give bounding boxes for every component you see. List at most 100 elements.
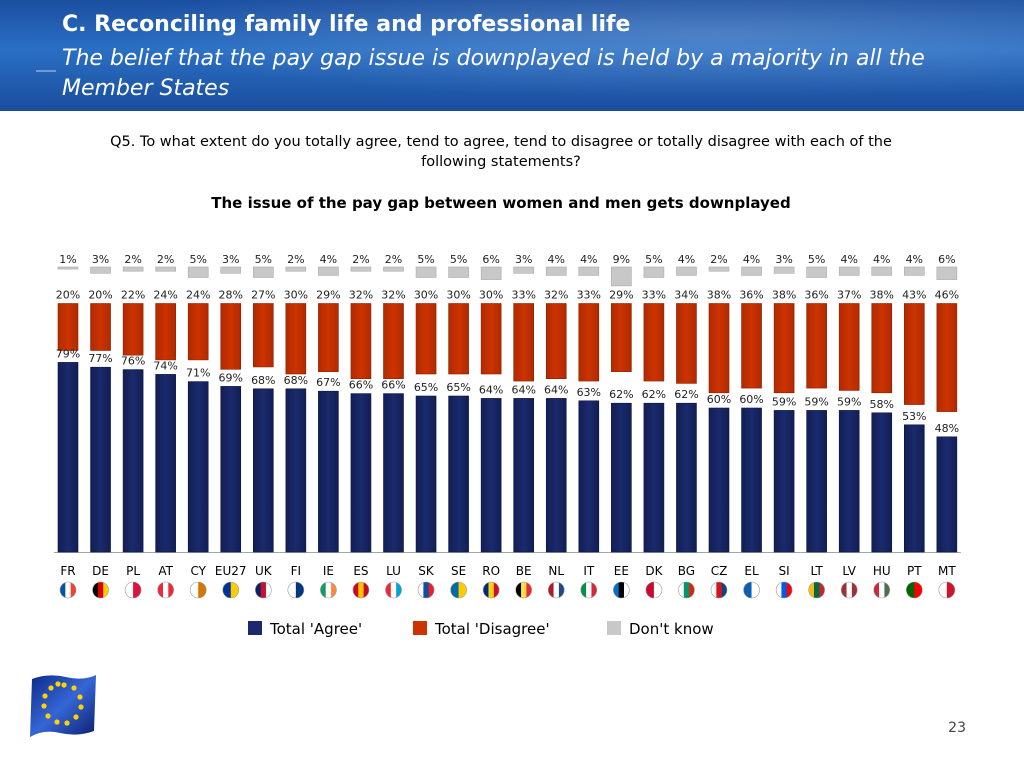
flag-belgium-icon — [515, 581, 533, 599]
label-agree-EL: 60% — [739, 393, 763, 406]
bar-dontknow-EL — [741, 266, 762, 276]
label-disagree-UK: 27% — [251, 289, 275, 302]
bar-dontknow-LT — [806, 266, 827, 278]
label-agree-EE: 62% — [609, 388, 633, 401]
label-disagree-CY: 24% — [186, 289, 210, 302]
label-disagree-EU27: 28% — [219, 289, 243, 302]
bar-disagree-EU27 — [220, 303, 242, 370]
bar-dontknow-HU — [871, 266, 893, 276]
bar-dontknow-NL — [545, 266, 567, 276]
label-disagree-LT: 36% — [804, 289, 828, 302]
label-disagree-HU: 38% — [870, 289, 894, 302]
label-disagree-IE: 29% — [316, 289, 340, 302]
bar-dontknow-CY — [187, 266, 209, 278]
category-label-EE: EE — [614, 564, 629, 578]
bar-disagree-FI — [285, 303, 307, 375]
bar-dontknow-SI — [773, 266, 795, 274]
label-agree-AT: 74% — [153, 359, 177, 372]
label-dontknow-EE: 9% — [613, 253, 630, 266]
label-agree-LU: 66% — [381, 379, 405, 392]
bar-agree-ES — [350, 393, 372, 553]
legend-label-dontknow: Don't know — [629, 620, 714, 638]
category-label-RO: RO — [482, 564, 500, 578]
bar-disagree-NL — [545, 303, 567, 379]
category-label-DK: DK — [645, 564, 663, 578]
flag-finland-icon — [287, 581, 305, 599]
bar-agree-LV — [838, 410, 860, 553]
bar-disagree-LV — [838, 303, 860, 391]
flag-portugal-icon — [905, 581, 923, 599]
label-dontknow-NL: 4% — [548, 253, 565, 266]
label-dontknow-LU: 2% — [385, 253, 402, 266]
label-disagree-DK: 33% — [642, 289, 666, 302]
label-dontknow-SK: 5% — [417, 253, 434, 266]
bar-agree-SI — [773, 410, 795, 553]
bar-agree-RO — [480, 398, 502, 553]
label-disagree-MT: 46% — [935, 289, 959, 302]
label-dontknow-FR: 1% — [59, 253, 76, 266]
flag-slovenia-icon — [775, 581, 793, 599]
label-disagree-CZ: 38% — [707, 289, 731, 302]
category-label-UK: UK — [255, 564, 273, 578]
bar-dontknow-DE — [90, 266, 111, 274]
label-agree-FI: 68% — [284, 374, 308, 387]
legend-item-disagree: Total 'Disagree' — [413, 620, 550, 638]
bar-disagree-EL — [741, 303, 762, 389]
label-disagree-NL: 32% — [544, 289, 568, 302]
bar-dontknow-IT — [578, 266, 600, 276]
flag-estonia-icon — [613, 581, 630, 599]
label-agree-IE: 67% — [316, 376, 340, 389]
bar-agree-PL — [122, 369, 144, 553]
bar-dontknow-BE — [513, 266, 535, 274]
bar-agree-CY — [187, 381, 209, 553]
label-agree-CZ: 60% — [707, 393, 731, 406]
flag-hungary-icon — [873, 581, 891, 599]
bar-disagree-EE — [611, 303, 632, 372]
slide-header: C. Reconciling family life and professio… — [0, 0, 1024, 111]
flag-netherlands-icon — [547, 581, 565, 599]
legend-item-agree: Total 'Agree' — [248, 620, 362, 638]
legend-swatch-disagree — [413, 621, 427, 635]
bar-dontknow-PT — [903, 266, 925, 276]
bar-agree-FR — [57, 362, 79, 553]
bar-dontknow-FI — [285, 266, 307, 272]
bar-dontknow-PL — [122, 266, 144, 272]
bar-agree-CZ — [708, 407, 730, 553]
label-agree-SI: 59% — [772, 395, 796, 408]
bar-disagree-IE — [318, 303, 339, 372]
flag-luxembourg-icon — [385, 581, 402, 599]
page-number: 23 — [948, 720, 966, 736]
category-label-EL: EL — [744, 564, 759, 578]
label-disagree-BG: 34% — [674, 289, 698, 302]
survey-question: Q5. To what extent do you totally agree,… — [110, 134, 892, 170]
label-agree-LT: 59% — [804, 395, 828, 408]
header-decoration — [36, 70, 56, 72]
label-disagree-PT: 43% — [902, 289, 926, 302]
label-dontknow-SI: 3% — [775, 253, 792, 266]
bar-disagree-MT — [936, 303, 958, 412]
flag-france-icon — [59, 581, 77, 599]
label-disagree-SE: 30% — [446, 289, 470, 302]
bar-disagree-RO — [480, 303, 502, 375]
category-label-LU: LU — [386, 564, 401, 578]
bar-dontknow-MT — [936, 266, 958, 280]
category-label-EU27: EU27 — [215, 564, 247, 578]
label-agree-PL: 76% — [121, 355, 145, 368]
label-dontknow-LT: 5% — [808, 253, 825, 266]
label-disagree-RO: 30% — [479, 289, 503, 302]
bar-dontknow-FR — [57, 266, 79, 270]
category-label-FR: FR — [60, 564, 75, 578]
label-agree-BE: 64% — [511, 383, 535, 396]
category-label-NL: NL — [548, 564, 564, 578]
label-dontknow-PL: 2% — [124, 253, 141, 266]
label-dontknow-MT: 6% — [938, 253, 955, 266]
bar-agree-DE — [90, 366, 111, 553]
flag-latvia-icon — [840, 581, 858, 599]
flag-czech-icon — [710, 581, 728, 599]
label-dontknow-RO: 6% — [482, 253, 499, 266]
bar-dontknow-LU — [383, 266, 404, 272]
category-label-CY: CY — [190, 564, 206, 578]
flag-romania-icon — [482, 581, 500, 599]
category-label-SK: SK — [418, 564, 435, 578]
label-agree-ES: 66% — [349, 379, 373, 392]
